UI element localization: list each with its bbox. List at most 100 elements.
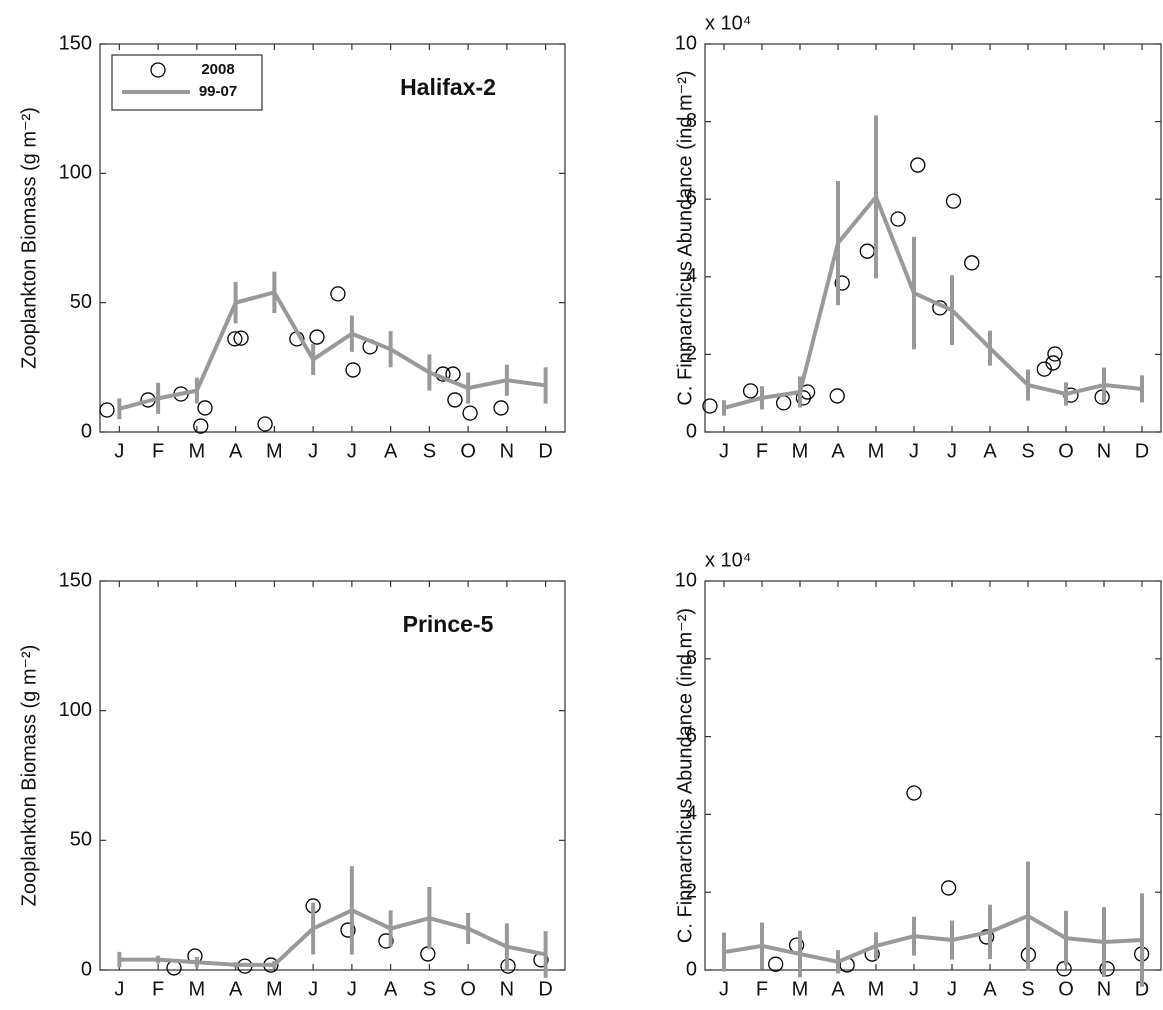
data-point: [776, 395, 792, 411]
legend-box: [111, 54, 263, 111]
data-point: [702, 398, 718, 414]
x-tick-label: J: [347, 978, 357, 1000]
data-point: [890, 211, 906, 227]
data-point: [227, 331, 243, 347]
legend-marker: [150, 62, 166, 78]
x-tick-label: M: [792, 440, 809, 462]
x-tick-label: A: [983, 440, 997, 462]
data-point: [99, 402, 115, 418]
data-point: [978, 929, 995, 945]
legend-label: 2008: [201, 61, 234, 78]
x-tick-label: J: [909, 440, 919, 462]
y-tick-label: 8: [686, 110, 697, 132]
y-tick-label: 4: [686, 265, 697, 287]
x-tick-label: D: [538, 440, 552, 462]
y-tick-label: 150: [59, 569, 92, 591]
x-tick-label: J: [947, 978, 957, 1000]
x-tick-label: M: [189, 440, 206, 462]
y-tick-label: 2: [686, 343, 697, 365]
data-point: [309, 329, 325, 345]
x-tick-label: S: [423, 978, 436, 1000]
data-point: [945, 193, 962, 209]
y-tick-label: 2: [686, 880, 697, 902]
data-point: [940, 880, 957, 896]
data-point: [1047, 346, 1063, 362]
x-tick-label: O: [1058, 440, 1074, 462]
data-point: [1045, 355, 1061, 371]
y-tick-label: 100: [59, 162, 92, 184]
mean-line: [723, 913, 1143, 964]
data-point: [330, 286, 346, 302]
y-axis-label: Zooplankton Biomass (g m⁻²): [18, 107, 40, 369]
x-tick-label: D: [1135, 440, 1149, 462]
y-tick-label: 6: [686, 725, 697, 747]
x-tick-label: S: [423, 440, 436, 462]
y-tick-label: 8: [686, 647, 697, 669]
data-point: [193, 418, 209, 434]
y-tick-label: 0: [81, 420, 92, 442]
plot-frame: [704, 43, 1162, 433]
x-tick-label: A: [831, 978, 845, 1000]
y-multiplier: x 10⁴: [705, 549, 751, 571]
data-point: [257, 416, 273, 432]
x-tick-label: O: [1058, 978, 1074, 1000]
legend-label: 99-07: [199, 83, 237, 100]
data-point: [378, 933, 394, 949]
x-tick-label: J: [909, 978, 919, 1000]
data-point: [345, 362, 361, 378]
x-tick-label: A: [229, 440, 243, 462]
x-tick-label: A: [384, 978, 398, 1000]
x-tick-label: N: [1097, 440, 1111, 462]
y-axis-label: C. Finmarchicus Abundance (ind m⁻²): [674, 608, 696, 943]
x-tick-label: F: [756, 978, 768, 1000]
x-tick-label: A: [831, 440, 845, 462]
x-tick-label: M: [868, 978, 885, 1000]
data-point: [964, 255, 980, 271]
y-tick-label: 50: [70, 829, 92, 851]
x-tick-label: A: [384, 440, 398, 462]
data-point: [1099, 961, 1115, 977]
panel-title: Prince-5: [403, 611, 494, 637]
x-tick-label: N: [1097, 978, 1111, 1000]
x-tick-label: M: [266, 978, 283, 1000]
y-multiplier: x 10⁴: [705, 12, 751, 34]
x-tick-label: N: [500, 440, 514, 462]
x-tick-label: S: [1021, 978, 1034, 1000]
x-tick-label: D: [538, 978, 552, 1000]
x-tick-label: S: [1021, 440, 1034, 462]
data-point: [742, 383, 759, 399]
x-tick-label: J: [114, 978, 124, 1000]
x-tick-label: J: [308, 440, 318, 462]
y-axis-label: Zooplankton Biomass (g m⁻²): [18, 645, 40, 907]
x-tick-label: M: [792, 978, 809, 1000]
plot-frame: [99, 580, 566, 971]
data-point: [462, 405, 478, 421]
data-point: [910, 157, 926, 173]
data-point: [166, 960, 182, 976]
x-tick-label: F: [152, 440, 164, 462]
mean-line: [118, 290, 546, 411]
y-tick-label: 100: [59, 699, 92, 721]
y-tick-label: 50: [70, 291, 92, 313]
x-tick-label: J: [114, 440, 124, 462]
x-tick-label: A: [983, 978, 997, 1000]
data-point: [197, 400, 213, 416]
y-tick-label: 0: [686, 420, 697, 442]
mean-line: [119, 908, 547, 967]
data-point: [859, 243, 875, 259]
x-tick-label: M: [868, 440, 885, 462]
data-point: [493, 400, 509, 416]
y-tick-label: 150: [59, 32, 92, 54]
panel-title: Halifax-2: [400, 74, 496, 100]
data-point: [834, 275, 850, 291]
data-point: [340, 922, 356, 938]
y-axis-label: C. Finmarchicus Abundance (ind m⁻²): [674, 70, 696, 405]
y-tick-label: 0: [81, 958, 92, 980]
data-point: [829, 388, 845, 404]
x-tick-label: N: [500, 978, 514, 1000]
x-tick-label: J: [719, 978, 729, 1000]
x-tick-label: M: [189, 978, 206, 1000]
plot-frame: [99, 43, 566, 433]
